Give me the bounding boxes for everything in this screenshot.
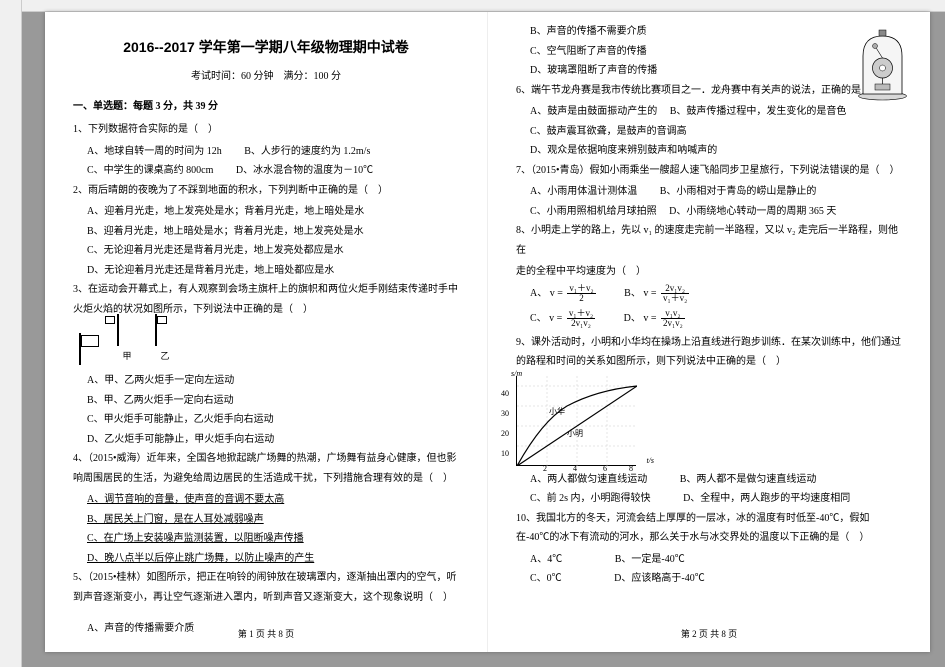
q10-opt-a: A、4℃	[530, 554, 562, 565]
q9-chart: s/m t/s 10 20 30 40 2 4 6 8	[516, 376, 636, 466]
flag-main-icon	[79, 333, 99, 365]
q1-opt-d: D、冰水混合物的温度为－10℃	[236, 165, 373, 176]
exam-title: 2016--2017 学年第一学期八年级物理期中试卷	[73, 34, 459, 61]
q9-ytick-20: 20	[501, 426, 509, 442]
section-1-header: 一、单选题：每题 3 分，共 39 分	[73, 97, 459, 117]
q9-opt-c: C、前 2s 内，小明跑得较快	[530, 493, 651, 504]
q3-figure: 甲 乙	[79, 325, 459, 365]
q10-row1: A、4℃ B、一定是-40℃	[516, 550, 902, 570]
q8-frac-a: v₁＋v₂ 2	[565, 284, 597, 303]
q3-label-a: 甲	[117, 348, 137, 366]
q8-opt-d-label: D、	[624, 313, 641, 324]
question-2-stem: 2、雨后晴朗的夜晚为了不踩到地面的积水，下列判断中正确的是（ ）	[73, 181, 459, 201]
question-6-stem: 6、端午节龙舟赛是我市传统比赛项目之一．龙舟赛中有关声的说法，正确的是（ ）	[516, 81, 902, 101]
page-2-footer: 第 2 页 共 8 页	[488, 626, 930, 644]
q10-opt-c: C、0℃	[530, 573, 562, 584]
q6-opt-b: B、鼓声传播过程中，发生变化的是音色	[670, 106, 847, 117]
q7-opt-d: D、小雨绕地心转动一周的周期 365 天	[669, 206, 836, 217]
q9-opt-d: D、全程中，两人跑步的平均速度相同	[683, 493, 850, 504]
q9-x-axis-title: t/s	[646, 453, 654, 469]
q8-v-eq-d: v =	[643, 313, 656, 324]
q7-opt-a: A、小雨用体温计测体温	[530, 186, 637, 197]
question-4-stem: 4、（2015•威海）近年来，全国各地掀起跳广场舞的热潮，广场舞有益身心健康，但…	[73, 449, 459, 488]
q2-opt-a: A、迎着月光走，地上发亮处是水；背着月光走，地上暗处是水	[73, 202, 459, 222]
torch-b-icon	[155, 314, 175, 346]
q8-v-eq-c: v =	[549, 313, 562, 324]
q8-options-row2: C、 v = v₁＋v₂ 2v₁v₂ D、 v = v₁v₂ 2v₁v₂	[516, 309, 902, 329]
page-1-footer: 第 1 页 共 8 页	[45, 626, 487, 644]
q4-opt-b: B、居民关上门窗，是在人耳处减弱噪声	[73, 510, 459, 530]
q8-options-row1: A、 v = v₁＋v₂ 2 B、 v = 2v₁v₂ v₁＋v₂	[516, 284, 902, 304]
q3-opt-c: C、甲火炬手可能静止，乙火炬手向右运动	[73, 410, 459, 430]
question-10-stem: 10、我国北方的冬天，河流会结上厚厚的一层冰，冰的温度有时低至-40℃，假如在-…	[516, 509, 902, 548]
bell-jar-figure-icon	[855, 26, 910, 101]
q4-opt-d: D、晚八点半以后停止跳广场舞，以防止噪声的产生	[73, 549, 459, 569]
question-9-stem: 9、课外活动时，小明和小华均在操场上沿直线进行跑步训练．在某次训练中，他们通过的…	[516, 333, 902, 372]
q3-opt-d: D、乙火炬手可能静止，甲火炬手向右运动	[73, 430, 459, 450]
page-1-column: 2016--2017 学年第一学期八年级物理期中试卷 考试时间：60 分钟 满分…	[45, 12, 488, 652]
q10-opt-b: B、一定是-40℃	[615, 554, 685, 565]
q6-opt-a: A、鼓声是由鼓面振动产生的	[530, 106, 657, 117]
q2-opt-b: B、迎着月光走，地上暗处是水；背着月光走，地上发亮处是水	[73, 222, 459, 242]
question-7-stem: 7、（2015•青岛）假如小雨乘坐一艘超人速飞船同步卫星旅行，下列说法错误的是（…	[516, 161, 902, 181]
q1-options: A、地球自转一周的时间为 12h B、人步行的速度约为 1.2m/s C、中学生…	[73, 142, 459, 181]
q9-series-label-b: 小明	[567, 426, 583, 442]
exam-subtitle: 考试时间：60 分钟 满分：100 分	[73, 67, 459, 87]
q8-opt-b-label: B、	[624, 288, 641, 299]
q8-frac-d: v₁v₂ 2v₁v₂	[659, 309, 687, 328]
q3-opt-a: A、甲、乙两火炬手一定向左运动	[73, 371, 459, 391]
q9-series-label-a: 小华	[549, 404, 565, 420]
q6-opt-d: D、观众是依据响度来辨别鼓声和呐喊声的	[516, 141, 902, 161]
q1-opt-a: A、地球自转一周的时间为 12h	[87, 146, 222, 157]
q5-opt-d: D、玻璃罩阻断了声音的传播	[516, 61, 902, 81]
q8-opt-a-label: A、	[530, 288, 547, 299]
q5-opt-c: C、空气阻断了声音的传播	[516, 42, 902, 62]
q6-opt-c: C、鼓声震耳欲聋，是鼓声的音调高	[516, 122, 902, 142]
question-8-stem-post: 走的全程中平均速度为（ ）	[516, 262, 902, 282]
q1-opt-b: B、人步行的速度约为 1.2m/s	[244, 146, 370, 157]
q9-chart-svg	[517, 376, 637, 466]
q6-row1: A、鼓声是由鼓面振动产生的 B、鼓声传播过程中，发生变化的是音色	[516, 102, 902, 122]
horizontal-ruler	[22, 0, 945, 12]
question-5-stem: 5、（2015•桂林）如图所示，把正在响铃的闹钟放在玻璃罩内，逐渐抽出罩内的空气…	[73, 568, 459, 607]
q9-opt-b: B、两人都不是做匀速直线运动	[680, 474, 817, 485]
q9-ytick-30: 30	[501, 406, 509, 422]
q2-opt-c: C、无论迎着月光走还是背着月光走，地上发亮处都应是水	[73, 241, 459, 261]
q4-opt-a: A、调节音响的音量，使声音的音调不要太高	[73, 490, 459, 510]
q7-row1: A、小雨用体温计测体温 B、小雨相对于青岛的崂山是静止的	[516, 182, 902, 202]
q4-opt-c: C、在广场上安装噪声监测装置，以阻断噪声传播	[73, 529, 459, 549]
q8-v-eq-a: v =	[550, 288, 563, 299]
q5-opt-b: B、声音的传播不需要介质	[516, 22, 902, 42]
q7-opt-b: B、小雨相对于青岛的崂山是静止的	[660, 186, 817, 197]
q9-ytick-10: 10	[501, 446, 509, 462]
q10-opt-d: D、应该略高于-40℃	[614, 573, 705, 584]
q8-opt-c-label: C、	[530, 313, 547, 324]
q3-label-b: 乙	[155, 348, 175, 366]
page-2-column: B、声音的传播不需要介质 C、空气阻断了声音的传播 D、玻璃罩阻断了声音的传播 …	[488, 12, 930, 652]
q8-frac-b: 2v₁v₂ v₁＋v₂	[659, 284, 691, 303]
question-8-stem-pre: 8、小明走上学的路上，先以 v₁ 的速度走完前一半路程，又以 v₂ 走完后一半路…	[516, 221, 902, 260]
q9-ytick-40: 40	[501, 386, 509, 402]
q8-v-eq-b: v =	[643, 288, 656, 299]
q9-row2: C、前 2s 内，小明跑得较快 D、全程中，两人跑步的平均速度相同	[516, 489, 902, 509]
q8-frac-c: v₁＋v₂ 2v₁v₂	[565, 309, 597, 328]
torch-a-icon	[117, 314, 137, 346]
exam-paper: 2016--2017 学年第一学期八年级物理期中试卷 考试时间：60 分钟 满分…	[45, 12, 930, 652]
q10-row2: C、0℃ D、应该略高于-40℃	[516, 569, 902, 589]
vertical-ruler	[0, 0, 22, 667]
q7-row2: C、小雨用照相机给月球拍照 D、小雨绕地心转动一周的周期 365 天	[516, 202, 902, 222]
q3-opt-b: B、甲、乙两火炬手一定向右运动	[73, 391, 459, 411]
q7-opt-c: C、小雨用照相机给月球拍照	[530, 206, 657, 217]
question-1-stem: 1、下列数据符合实际的是（ ）	[73, 120, 459, 140]
q2-opt-d: D、无论迎着月光走还是背着月光走，地上暗处都应是水	[73, 261, 459, 281]
q1-opt-c: C、中学生的课桌高约 800cm	[87, 165, 213, 176]
